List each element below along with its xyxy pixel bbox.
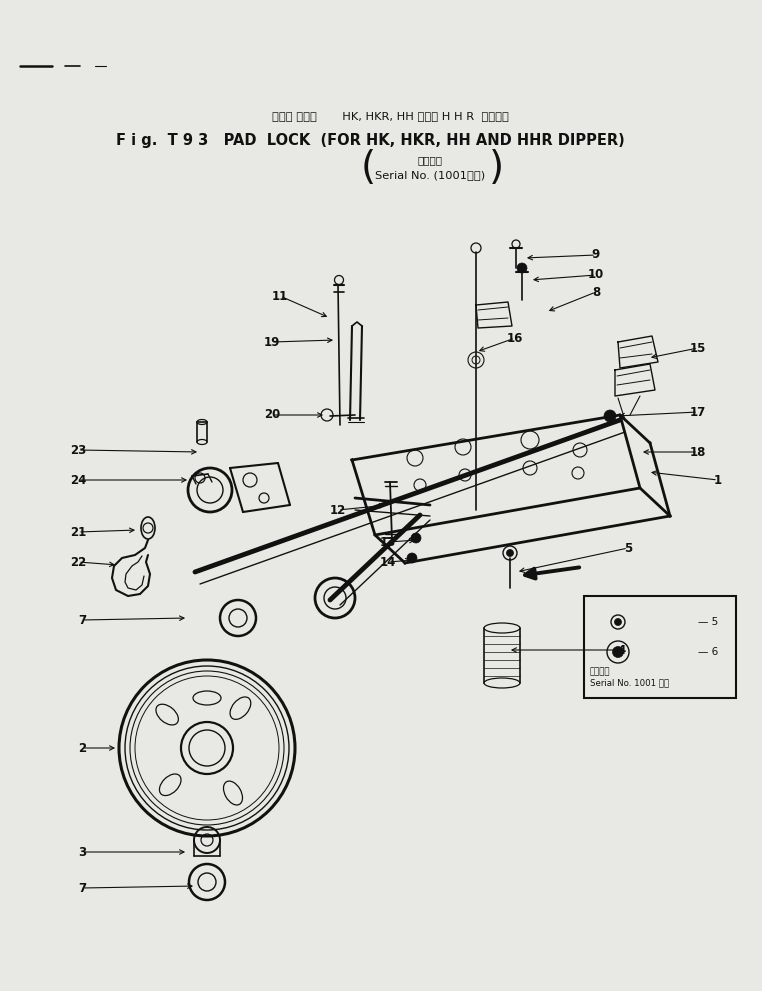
Text: 4: 4 <box>618 643 626 656</box>
Text: 1: 1 <box>714 474 722 487</box>
Text: 21: 21 <box>70 525 86 538</box>
Circle shape <box>507 549 514 557</box>
Text: 10: 10 <box>588 269 604 281</box>
Text: 13: 13 <box>380 535 396 548</box>
Circle shape <box>411 533 421 543</box>
Circle shape <box>604 410 616 422</box>
Text: 適用号機: 適用号機 <box>418 155 443 165</box>
Text: 2: 2 <box>78 741 86 754</box>
Text: — 5: — 5 <box>698 617 719 627</box>
Text: (: ( <box>360 149 376 187</box>
Text: Serial No. (1001～・): Serial No. (1001～・) <box>375 170 485 180</box>
Text: 16: 16 <box>507 332 523 345</box>
Text: パッド ロック       HK, HKR, HH および H H R  ディパ用: パッド ロック HK, HKR, HH および H H R ディパ用 <box>271 111 508 121</box>
Circle shape <box>407 553 417 563</box>
Circle shape <box>613 646 623 657</box>
Circle shape <box>517 263 527 273</box>
Text: 20: 20 <box>264 408 280 421</box>
Bar <box>584 596 736 698</box>
Text: — 6: — 6 <box>698 647 719 657</box>
Text: F i g.  T 9 3   PAD  LOCK  (FOR HK, HKR, HH AND HHR DIPPER): F i g. T 9 3 PAD LOCK (FOR HK, HKR, HH A… <box>116 133 624 148</box>
Text: 7: 7 <box>78 882 86 895</box>
Text: 17: 17 <box>690 405 706 418</box>
Text: ): ) <box>488 149 504 187</box>
Circle shape <box>614 618 622 625</box>
Text: 8: 8 <box>592 285 600 298</box>
Text: 18: 18 <box>690 446 706 459</box>
Text: Serial No. 1001 ～・: Serial No. 1001 ～・ <box>590 678 669 687</box>
Text: 15: 15 <box>690 342 706 355</box>
Text: 14: 14 <box>379 556 396 569</box>
Text: 9: 9 <box>592 249 600 262</box>
Text: 7: 7 <box>78 613 86 626</box>
Text: 19: 19 <box>264 336 280 349</box>
Text: 3: 3 <box>78 845 86 858</box>
Text: 適用号機: 適用号機 <box>590 667 610 676</box>
Text: 24: 24 <box>70 474 86 487</box>
Text: 22: 22 <box>70 556 86 569</box>
Text: 12: 12 <box>330 503 346 516</box>
Text: 23: 23 <box>70 444 86 457</box>
Text: 5: 5 <box>624 541 632 555</box>
Text: 11: 11 <box>272 289 288 302</box>
